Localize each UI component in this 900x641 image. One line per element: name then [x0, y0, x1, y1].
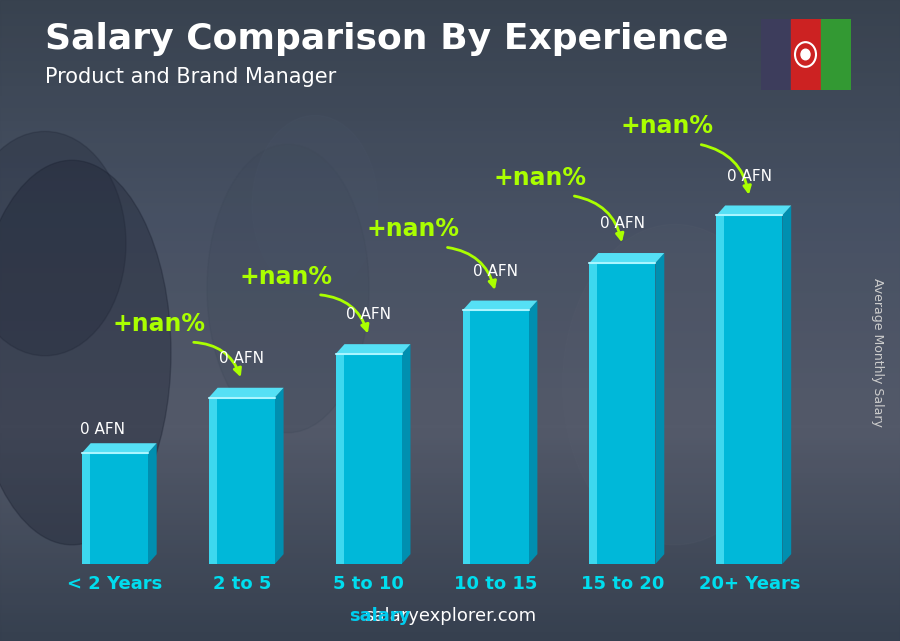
- Bar: [82, 453, 148, 564]
- Text: 0 AFN: 0 AFN: [79, 422, 124, 437]
- Polygon shape: [401, 344, 410, 564]
- Polygon shape: [590, 253, 664, 263]
- Text: 0 AFN: 0 AFN: [600, 216, 645, 231]
- Polygon shape: [209, 388, 284, 397]
- Bar: [821, 19, 850, 90]
- Circle shape: [801, 49, 810, 60]
- Text: 0 AFN: 0 AFN: [473, 264, 518, 279]
- Bar: [336, 354, 344, 564]
- Polygon shape: [528, 301, 537, 564]
- Ellipse shape: [207, 144, 369, 433]
- Text: Product and Brand Manager: Product and Brand Manager: [45, 67, 337, 87]
- Text: +nan%: +nan%: [112, 312, 206, 337]
- Polygon shape: [274, 388, 284, 564]
- Ellipse shape: [0, 160, 171, 545]
- Polygon shape: [336, 344, 410, 354]
- Bar: [463, 310, 471, 564]
- Text: 0 AFN: 0 AFN: [220, 351, 265, 366]
- Bar: [760, 19, 790, 90]
- Bar: [463, 310, 528, 564]
- Text: +nan%: +nan%: [239, 265, 333, 288]
- Bar: [590, 263, 655, 564]
- Text: Average Monthly Salary: Average Monthly Salary: [871, 278, 884, 427]
- Bar: [336, 354, 401, 564]
- Text: +nan%: +nan%: [366, 217, 460, 241]
- Polygon shape: [148, 443, 157, 564]
- Bar: [209, 397, 274, 564]
- Polygon shape: [463, 301, 537, 310]
- Text: 0 AFN: 0 AFN: [346, 308, 392, 322]
- Text: 0 AFN: 0 AFN: [727, 169, 772, 184]
- Polygon shape: [782, 206, 791, 564]
- Bar: [790, 19, 821, 90]
- Text: Salary Comparison By Experience: Salary Comparison By Experience: [45, 22, 728, 56]
- Bar: [209, 397, 217, 564]
- Bar: [716, 215, 782, 564]
- Text: +nan%: +nan%: [493, 165, 587, 190]
- Bar: [716, 215, 725, 564]
- Ellipse shape: [252, 115, 378, 295]
- Text: salary: salary: [349, 607, 410, 625]
- Polygon shape: [82, 443, 157, 453]
- Polygon shape: [716, 206, 791, 215]
- Polygon shape: [655, 253, 664, 564]
- Text: +nan%: +nan%: [620, 114, 714, 138]
- Bar: [82, 453, 90, 564]
- Text: salaryexplorer.com: salaryexplorer.com: [364, 607, 536, 625]
- Ellipse shape: [562, 224, 788, 545]
- Bar: [590, 263, 598, 564]
- Ellipse shape: [0, 131, 126, 356]
